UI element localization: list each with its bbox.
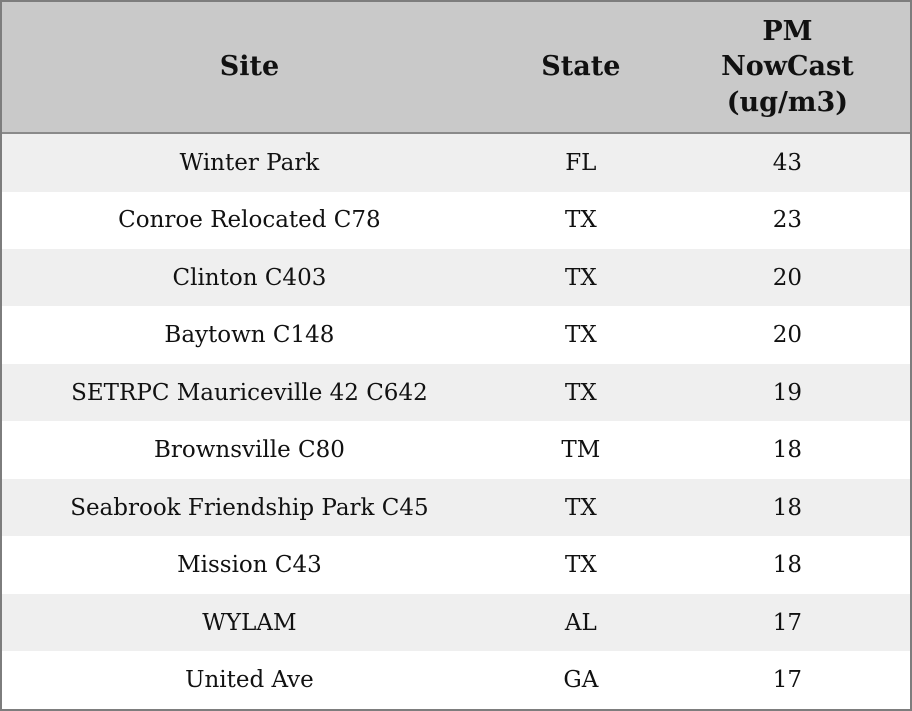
state-cell: FL	[565, 149, 597, 176]
pm-nowcast-cell: 23	[772, 207, 803, 234]
site-cell: Mission C43	[177, 552, 322, 579]
site-cell: Conroe Relocated C78	[118, 207, 381, 234]
state-cell: TX	[564, 264, 597, 291]
pm-nowcast-cell: 18	[772, 494, 803, 521]
state-cell: TX	[564, 494, 597, 521]
table-row: Clinton C403 TX 20	[2, 249, 910, 307]
site-cell: Brownsville C80	[153, 437, 345, 464]
state-cell: GA	[563, 667, 599, 694]
table-row: United Ave GA 17	[2, 651, 910, 709]
pm-nowcast-cell: 17	[772, 667, 803, 694]
state-cell: TX	[564, 552, 597, 579]
site-cell: United Ave	[185, 667, 314, 694]
table-row: Brownsville C80 TM 18	[2, 421, 910, 479]
pm-nowcast-cell: 19	[772, 379, 803, 406]
site-cell: Seabrook Friendship Park C45	[70, 494, 429, 521]
pm-nowcast-cell: 18	[772, 552, 803, 579]
site-cell: Clinton C403	[172, 264, 327, 291]
site-cell: Winter Park	[179, 149, 320, 176]
table-row: Mission C43 TX 18	[2, 536, 910, 594]
site-cell: Baytown C148	[164, 322, 335, 349]
table-body: Winter Park FL 43 Conroe Relocated C78 TX 23 C…	[2, 133, 910, 709]
pm-nowcast-column-header: PM NowCast (ug/m3)	[664, 2, 910, 134]
site-cell: SETRPC Mauriceville 42 C642	[71, 379, 428, 406]
state-cell: TM	[561, 437, 601, 464]
state-column-header: State	[496, 2, 665, 134]
table-row: Seabrook Friendship Park C45 TX 18	[2, 478, 910, 537]
header-row: Site State PM NowCast (ug/m3)	[2, 2, 910, 134]
table-row: Baytown C148 TX 20	[2, 306, 910, 364]
table-row: SETRPC Mauriceville 42 C642 TX 19	[2, 363, 910, 422]
pm-nowcast-cell: 20	[772, 322, 803, 349]
table-row: Conroe Relocated C78 TX 23	[2, 191, 910, 249]
pm-nowcast-cell: 17	[772, 609, 803, 636]
site-cell: WYLAM	[202, 609, 297, 636]
state-cell: TX	[564, 207, 597, 234]
table-row: Winter Park FL 43	[2, 133, 910, 192]
pm-nowcast-cell: 18	[772, 437, 803, 464]
state-cell: TX	[564, 379, 597, 406]
site-column-header: Site	[2, 2, 497, 134]
state-cell: AL	[564, 609, 597, 636]
state-cell: TX	[564, 322, 597, 349]
table-row: WYLAM AL 17	[2, 593, 910, 652]
pm-nowcast-cell: 43	[772, 149, 803, 176]
pm-nowcast-cell: 20	[772, 264, 803, 291]
